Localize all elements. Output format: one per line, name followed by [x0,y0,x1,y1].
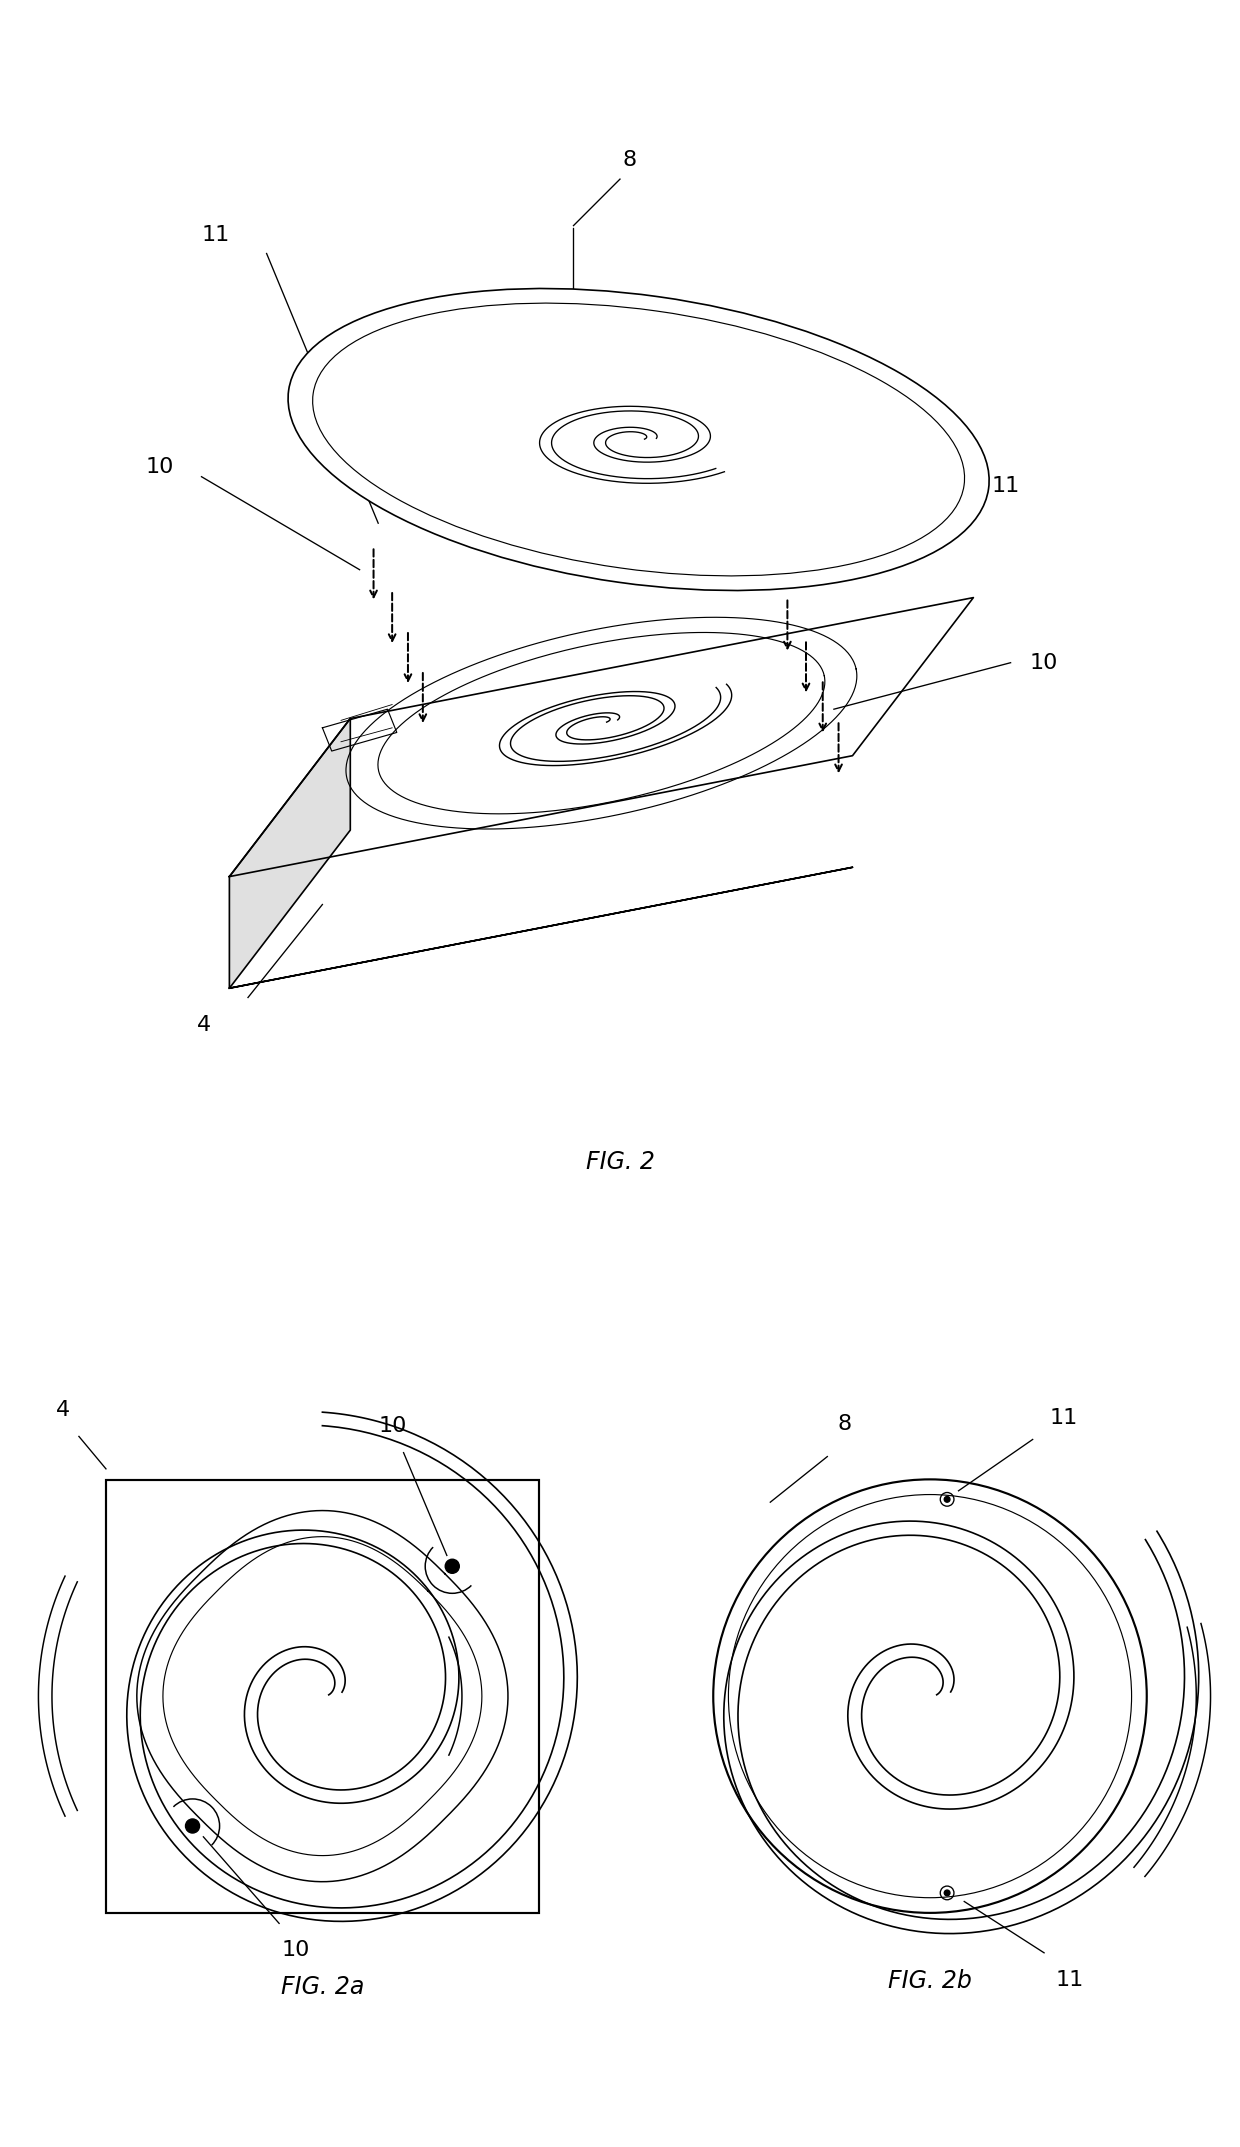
Text: 4: 4 [197,1016,211,1035]
Text: 11: 11 [992,477,1021,496]
Text: 10: 10 [145,457,174,477]
Text: FIG. 2b: FIG. 2b [888,1969,972,1992]
Circle shape [945,1889,950,1896]
Circle shape [713,1479,1147,1913]
Polygon shape [229,719,351,988]
Text: 11: 11 [1055,1971,1084,1990]
Text: 10: 10 [281,1939,310,1960]
Ellipse shape [288,288,990,590]
Circle shape [445,1559,459,1574]
Circle shape [945,1496,950,1503]
Polygon shape [105,1479,539,1913]
Text: 10: 10 [1029,653,1058,672]
Text: 11: 11 [201,225,229,245]
Ellipse shape [312,303,965,575]
Text: 10: 10 [378,1417,407,1436]
Text: 8: 8 [837,1413,852,1434]
Text: FIG. 2: FIG. 2 [585,1151,655,1174]
Polygon shape [229,597,973,876]
Text: 4: 4 [56,1400,69,1419]
Polygon shape [229,867,853,988]
Text: 8: 8 [622,150,636,170]
Circle shape [728,1494,1132,1898]
Text: FIG. 2a: FIG. 2a [280,1975,365,1999]
Text: 11: 11 [1050,1408,1078,1428]
Circle shape [186,1819,200,1834]
